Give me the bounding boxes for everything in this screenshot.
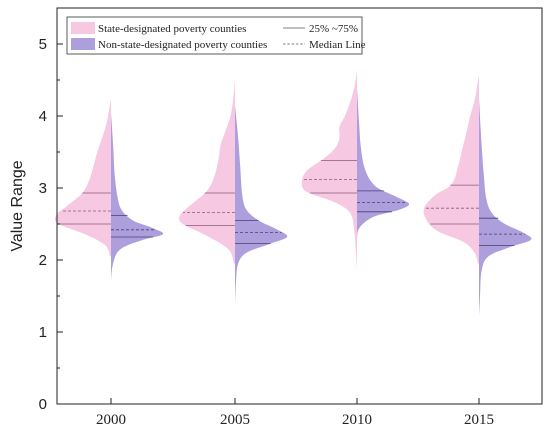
y-tick-label: 1 <box>39 324 47 341</box>
violin-non-state-2005 <box>235 105 288 306</box>
violin-state-2010 <box>301 71 357 271</box>
y-axis: 0 1 2 3 4 5 <box>39 36 63 413</box>
quartile-lines-layer <box>58 160 525 247</box>
legend-swatch-state <box>71 22 95 34</box>
legend-label-quartile: 25% ~75% <box>309 23 358 35</box>
legend: State-designated poverty counties Non-st… <box>66 16 366 55</box>
y-tick-label: 3 <box>39 180 47 197</box>
x-axis: 2000 2005 2010 2015 <box>96 398 494 428</box>
y-tick-label: 0 <box>39 396 47 413</box>
y-tick-label: 2 <box>39 252 47 269</box>
y-axis-title: Value Range <box>9 160 26 251</box>
violin-state-2005 <box>178 80 235 264</box>
x-tick-label: 2000 <box>96 412 126 428</box>
violin-state-2015 <box>423 74 479 264</box>
legend-label-median: Median Line <box>309 39 366 51</box>
legend-box <box>66 16 363 55</box>
legend-label-non-state: Non-state-designated poverty counties <box>98 39 267 51</box>
violin-non-state-2015 <box>479 98 532 317</box>
violin-non-state-2010 <box>357 87 410 239</box>
legend-label-state: State-designated poverty counties <box>98 23 246 35</box>
legend-swatch-non-state <box>71 38 95 50</box>
violin-state-2000 <box>54 98 111 257</box>
plot-frame <box>56 7 543 405</box>
x-tick-label: 2015 <box>464 412 494 428</box>
violins-layer <box>54 71 532 317</box>
violin-non-state-2000 <box>111 112 164 281</box>
x-tick-label: 2010 <box>342 412 372 428</box>
y-tick-label: 4 <box>39 108 47 125</box>
y-tick-label: 5 <box>39 36 47 53</box>
x-tick-label: 2005 <box>220 412 250 428</box>
